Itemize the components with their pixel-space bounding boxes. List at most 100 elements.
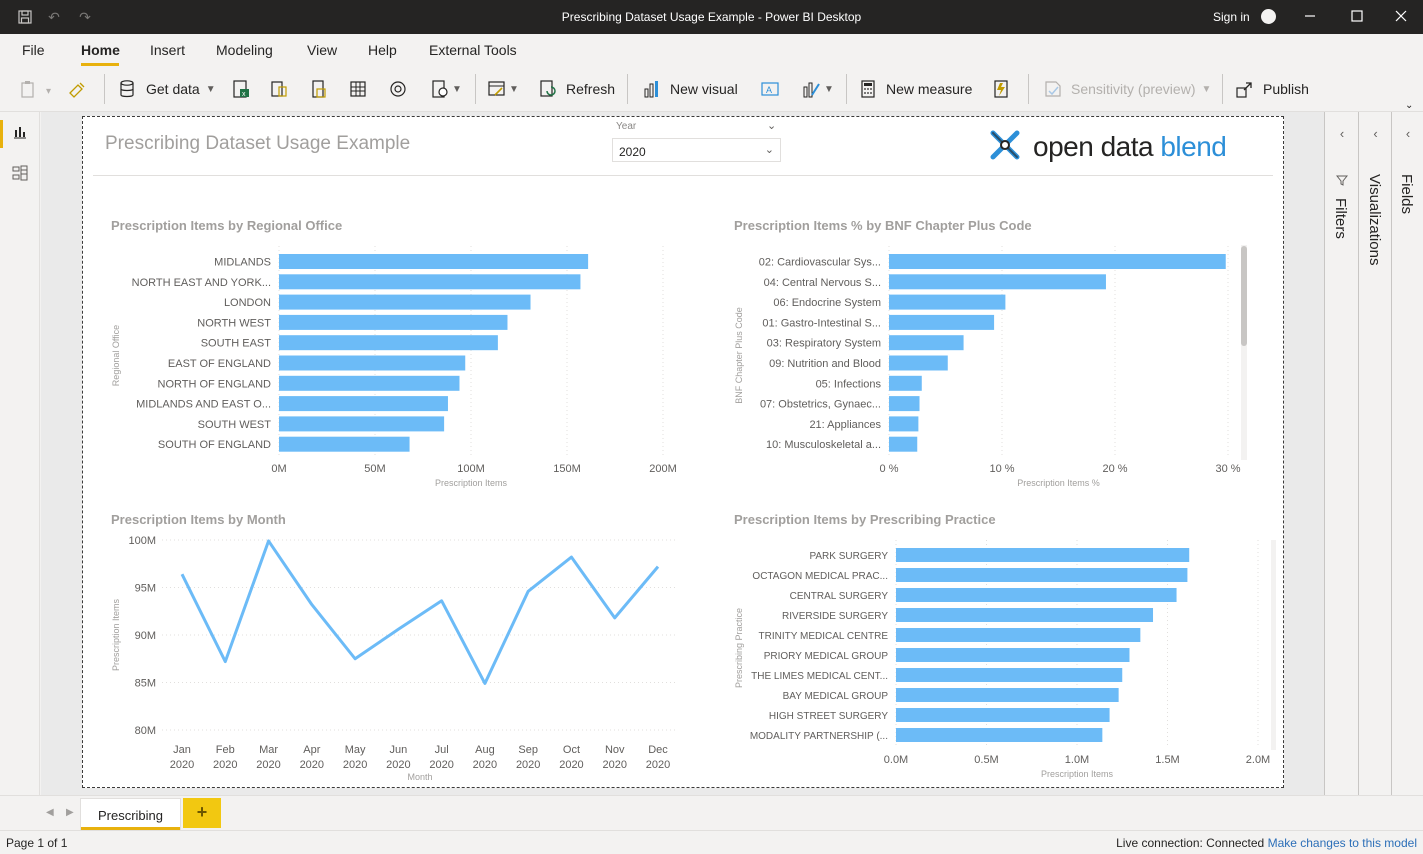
filters-pane-label[interactable]: Filters: [1332, 198, 1349, 239]
bar: [279, 416, 445, 432]
x-axis-title: Month: [407, 772, 432, 782]
chart-regional-office[interactable]: 0M 50M 100M 150M 200M MIDLANDS NORTH EAST AND …: [100, 240, 700, 500]
quick-measure-icon[interactable]: [991, 79, 1011, 99]
chart-bnf-chapter[interactable]: 0 % 10 % 20 % 30 % 02: Cardiovascular Sys...…: [723, 240, 1283, 500]
x-tick-year-label: 2020: [429, 759, 453, 771]
x-tick-label: May: [345, 744, 366, 756]
chevron-down-icon: ▼: [824, 83, 834, 95]
x-tick-label: Oct: [563, 744, 580, 756]
category-label: 04: Central Nervous S...: [764, 277, 881, 289]
x-tick-label: 0M: [271, 463, 286, 475]
recent-sources-button[interactable]: ▼: [430, 78, 462, 100]
menu-home[interactable]: Home: [81, 42, 120, 58]
menu-modeling[interactable]: Modeling: [216, 42, 273, 58]
category-label: 03: Respiratory System: [767, 338, 881, 350]
add-page-button[interactable]: +: [183, 798, 221, 828]
chevron-down-icon: ▼: [509, 83, 519, 95]
window-title: Prescribing Dataset Usage Example - Powe…: [561, 10, 862, 24]
menu-external-tools[interactable]: External Tools: [429, 42, 517, 58]
x-tick-year-label: 2020: [602, 759, 626, 771]
bar: [279, 314, 508, 330]
paste-chevron-icon[interactable]: ▾: [46, 85, 52, 97]
x-tick-year-label: 2020: [559, 759, 583, 771]
x-tick-label: 0 %: [880, 463, 899, 475]
category-label: 21: Appliances: [809, 419, 881, 431]
menu-view[interactable]: View: [307, 42, 338, 58]
visualizations-pane-label[interactable]: Visualizations: [1366, 174, 1383, 266]
x-tick-label: Apr: [303, 744, 320, 756]
visualizations-pane: ‹ Visualizations: [1358, 112, 1391, 795]
publish-button[interactable]: Publish: [1235, 78, 1309, 100]
dataflow-icon[interactable]: [309, 79, 329, 99]
y-tick-label: 100M: [128, 535, 156, 547]
ribbon-separator: [1222, 74, 1223, 104]
menu-file[interactable]: File: [22, 42, 45, 58]
refresh-button[interactable]: Refresh: [538, 78, 615, 100]
more-visuals-button[interactable]: ▼: [802, 78, 834, 100]
bar: [279, 436, 410, 452]
category-label: SOUTH OF ENGLAND: [158, 439, 271, 451]
new-visual-button[interactable]: New visual: [642, 78, 738, 100]
y-axis-title: Prescribing Practice: [734, 608, 744, 688]
x-tick-label: 10 %: [989, 463, 1014, 475]
x-tick-label: Jul: [435, 744, 449, 756]
get-data-label: Get data: [146, 81, 200, 97]
next-page-icon[interactable]: ▶: [66, 807, 74, 818]
logo-text-blend: blend: [1160, 131, 1227, 162]
sensitivity-button[interactable]: Sensitivity (preview) ▼: [1043, 78, 1211, 100]
x-tick-label: 50M: [364, 463, 385, 475]
x-tick-label: 150M: [553, 463, 581, 475]
year-slicer-value: 2020: [619, 145, 646, 159]
bar: [279, 274, 581, 290]
text-box-icon[interactable]: A: [760, 79, 780, 99]
year-slicer-dropdown[interactable]: 2020 ⌄: [612, 138, 781, 162]
enter-data-icon[interactable]: [348, 79, 368, 99]
ribbon: ▾ Get data ▼ x ▼ ▼ Refresh New visual A …: [0, 66, 1423, 112]
expand-filters-chevron-icon[interactable]: ‹: [1339, 126, 1345, 141]
expand-fields-chevron-icon[interactable]: ‹: [1405, 126, 1411, 141]
avatar[interactable]: [1261, 9, 1276, 24]
menu-insert[interactable]: Insert: [150, 42, 186, 58]
x-tick-year-label: 2020: [170, 759, 194, 771]
svg-text:x: x: [242, 91, 246, 98]
transform-data-button[interactable]: ▼: [487, 78, 519, 100]
undo-icon[interactable]: ↶: [48, 9, 60, 25]
x-tick-year-label: 2020: [213, 759, 237, 771]
page-tab-label: Prescribing: [97, 808, 164, 823]
ribbon-separator: [846, 74, 847, 104]
data-view-icon[interactable]: [11, 164, 29, 182]
expand-visualizations-chevron-icon[interactable]: ‹: [1373, 126, 1378, 141]
format-painter-icon[interactable]: [67, 79, 87, 99]
x-tick-year-label: 2020: [386, 759, 410, 771]
chart-prescribing-practice[interactable]: 0.0M 0.5M 1.0M 1.5M 2.0M PARK SURGERY OCTAGON …: [723, 535, 1283, 785]
collapse-ribbon-icon[interactable]: ⌄: [1405, 99, 1414, 111]
sign-in-link[interactable]: Sign in: [1213, 10, 1250, 24]
excel-icon[interactable]: x: [231, 79, 251, 99]
bar: [279, 375, 460, 391]
menu-help[interactable]: Help: [368, 42, 397, 58]
save-icon[interactable]: [17, 9, 33, 25]
paste-icon[interactable]: [18, 79, 38, 99]
x-tick-label: 30 %: [1215, 463, 1240, 475]
chart-by-month[interactable]: 80M 85M 90M 95M 100M Jan 2020 Feb 2020 Mar 2020 Apr…: [100, 530, 700, 790]
scrollbar-track: [1241, 245, 1247, 460]
bar: [896, 568, 1188, 582]
make-changes-link[interactable]: Make changes to this model: [1267, 836, 1417, 850]
category-label: OCTAGON MEDICAL PRAC...: [752, 571, 888, 582]
close-icon[interactable]: [1393, 8, 1409, 24]
page-tab-prescribing[interactable]: Prescribing: [80, 798, 181, 830]
fields-pane-label[interactable]: Fields: [1398, 174, 1415, 215]
new-measure-button[interactable]: New measure: [858, 78, 972, 100]
data-sources-icon[interactable]: [388, 79, 408, 99]
report-view-icon[interactable]: [12, 124, 28, 140]
minimize-icon[interactable]: [1302, 8, 1318, 24]
maximize-icon[interactable]: [1349, 8, 1365, 24]
redo-icon[interactable]: ↷: [79, 9, 91, 25]
slicer-header-chevron-icon[interactable]: ⌄: [767, 120, 777, 132]
category-label: CENTRAL SURGERY: [790, 591, 889, 602]
dataset-icon[interactable]: [269, 79, 289, 99]
previous-page-icon[interactable]: ◀: [46, 807, 54, 818]
x-tick-label: Nov: [605, 744, 625, 756]
x-tick-label: 200M: [649, 463, 677, 475]
get-data-button[interactable]: Get data ▼: [118, 78, 216, 100]
